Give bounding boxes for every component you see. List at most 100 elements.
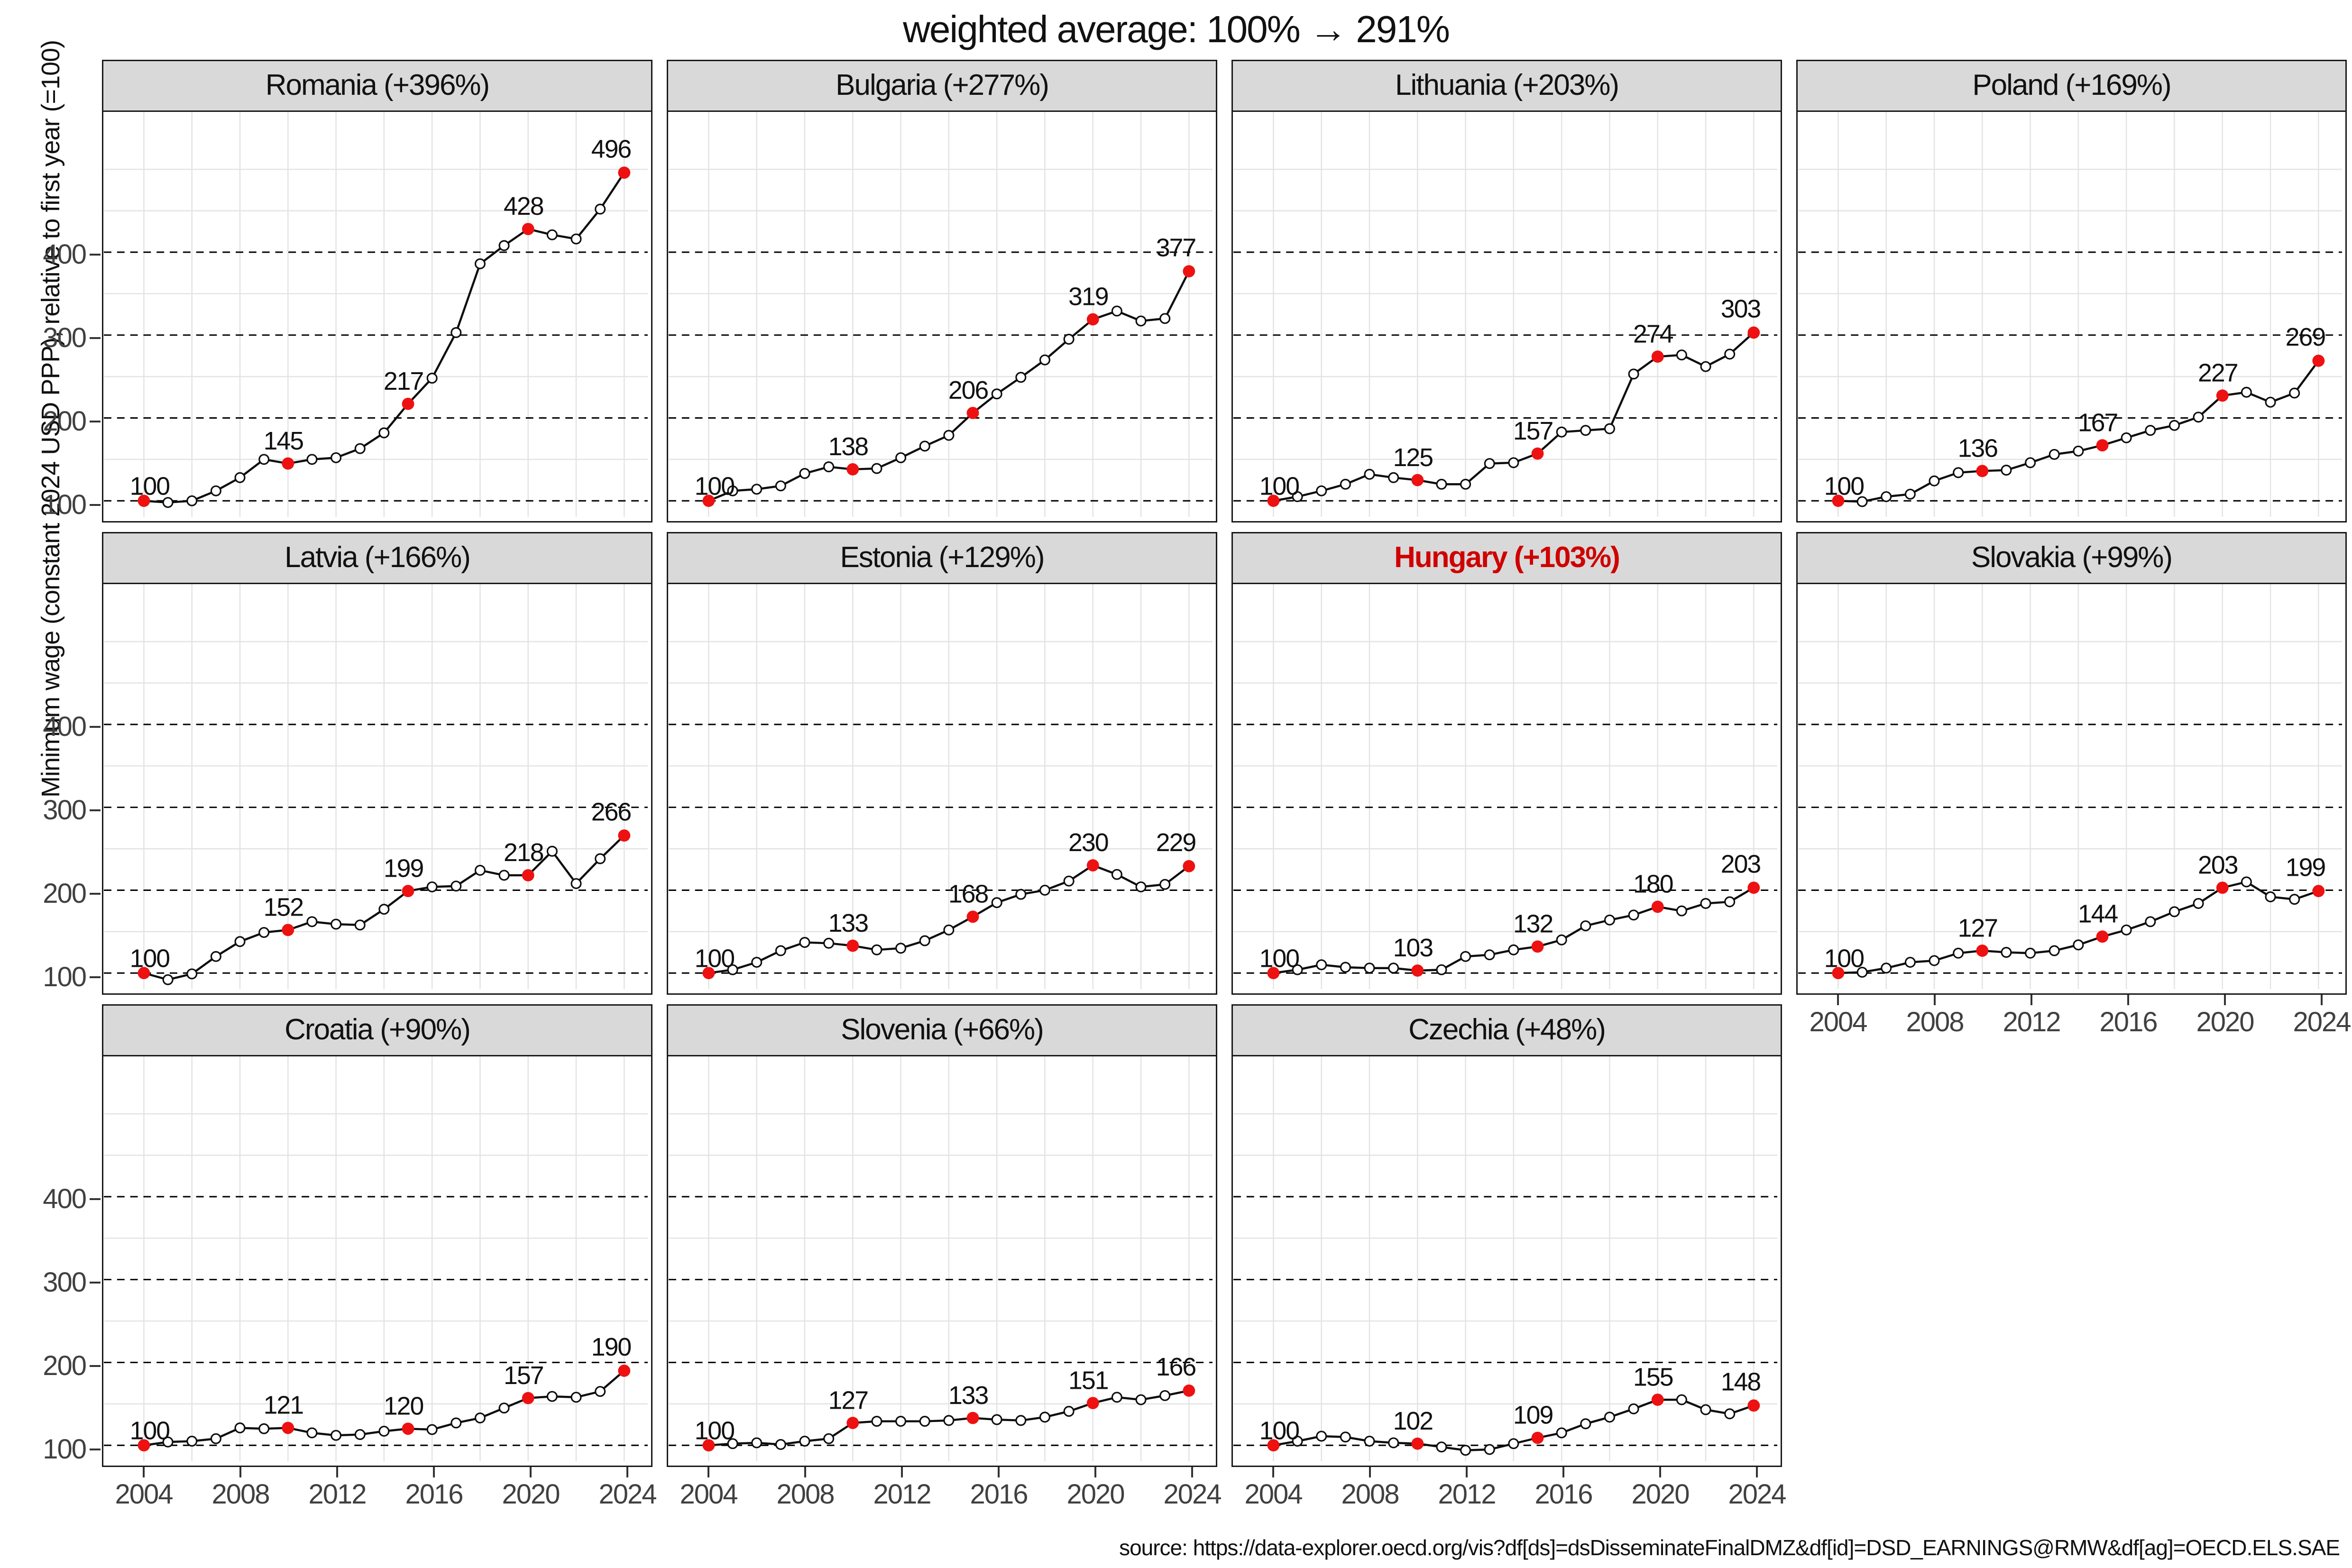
panel-poland: Poland (+169%) 100 136 167 227 269 <box>1796 60 2347 523</box>
point-label: 125 <box>1393 443 1433 472</box>
data-point <box>823 1433 835 1444</box>
point-label: 157 <box>1513 417 1553 445</box>
data-point <box>546 229 558 240</box>
highlight-point <box>1832 495 1845 507</box>
data-point <box>919 440 930 452</box>
x-tick-mark <box>1191 1467 1193 1477</box>
line-chart: 100 145 217 428 496 <box>104 112 648 517</box>
data-point <box>895 452 907 463</box>
point-label: 102 <box>1393 1407 1433 1435</box>
x-tick-label: 2024 <box>2293 1007 2351 1037</box>
point-label: 266 <box>591 798 631 826</box>
data-point <box>2121 432 2132 443</box>
point-label: 428 <box>504 192 543 220</box>
x-tick-mark <box>804 1467 806 1477</box>
gridlines <box>104 584 648 989</box>
point-label: 203 <box>2198 851 2238 879</box>
highlight-point <box>1651 1394 1664 1406</box>
data-point <box>2073 445 2084 457</box>
panel-plot: 100 127 144 203 199 <box>1796 584 2347 995</box>
data-point <box>823 937 835 949</box>
data-point <box>1508 1438 1519 1449</box>
data-point <box>234 936 246 947</box>
highlight-point <box>1747 326 1760 339</box>
panels-grid: Romania (+396%) 100 200 300 400 100 145 217 428 4… <box>43 60 2352 1510</box>
point-label: 103 <box>1393 934 1433 962</box>
data-point <box>1340 478 1351 490</box>
y-tick-mark <box>90 337 101 339</box>
data-point <box>2025 947 2036 959</box>
data-point <box>1364 468 1375 480</box>
data-point <box>775 480 786 492</box>
data-point <box>1700 898 1711 909</box>
data-point <box>2193 412 2204 423</box>
data-point <box>306 1427 318 1439</box>
point-label: 144 <box>2078 900 2118 928</box>
data-point <box>775 945 786 956</box>
y-tick-mark <box>90 1449 101 1450</box>
gridlines <box>669 1056 1213 1461</box>
chart-title: weighted average: 100% → 291% <box>903 8 1450 50</box>
data-point <box>450 880 462 892</box>
highlight-point <box>966 407 979 419</box>
data-point <box>1580 1418 1591 1430</box>
data-point <box>1436 478 1447 490</box>
panel-czechia: Czechia (+48%) 100 102 109 155 148 2004 2008 201… <box>1231 1004 1787 1510</box>
panel-title: Slovakia (+99%) <box>1796 532 2347 584</box>
x-tick-mark <box>1562 1467 1564 1477</box>
data-point <box>895 943 907 954</box>
source-note: source: https://data-explorer.oecd.org/v… <box>1119 1535 2340 1560</box>
panel-plot: 100 136 167 227 269 <box>1796 112 2347 523</box>
data-points <box>702 265 1195 507</box>
panel-title: Poland (+169%) <box>1796 60 2347 112</box>
data-point <box>1556 426 1567 438</box>
point-label: 155 <box>1633 1363 1673 1391</box>
data-point <box>595 203 606 215</box>
data-point <box>162 1436 174 1448</box>
highlight-point <box>1183 860 1195 872</box>
y-tick-label: 100 <box>43 489 87 520</box>
y-tick-mark <box>90 421 101 422</box>
data-point <box>2025 457 2036 468</box>
point-label: 303 <box>1721 295 1761 323</box>
point-label: 100 <box>1259 944 1299 972</box>
data-point <box>751 956 763 968</box>
x-tick-mark <box>1272 1467 1274 1477</box>
data-point <box>1700 361 1711 372</box>
data-point <box>2241 876 2252 888</box>
data-point <box>871 1416 882 1427</box>
highlight-point <box>138 967 150 980</box>
data-point <box>186 495 198 506</box>
data-point <box>162 974 174 985</box>
data-point <box>1881 491 1892 503</box>
data-point <box>354 1429 366 1440</box>
point-label: 100 <box>1259 1416 1299 1445</box>
panel-plot: 100 103 132 180 203 <box>1231 584 1782 995</box>
point-labels: 100 152 199 218 266 <box>130 798 632 972</box>
x-tick-mark <box>1659 1467 1661 1477</box>
point-label: 151 <box>1068 1366 1108 1394</box>
data-point <box>426 373 438 384</box>
x-axis: 2004 2008 2012 2016 2020 2024 <box>1231 1467 1787 1510</box>
y-tick-label: 100 <box>43 962 87 992</box>
data-point <box>1700 1404 1711 1415</box>
data-point <box>1484 949 1495 961</box>
data-point <box>1929 475 1940 486</box>
point-label: 100 <box>695 944 735 972</box>
data-point <box>799 1435 810 1447</box>
data-point <box>1364 1435 1375 1447</box>
data-point <box>1388 1437 1399 1449</box>
highlight-point <box>1267 495 1280 507</box>
highlight-point <box>2216 389 2229 402</box>
data-point <box>2265 891 2276 902</box>
panel-plot: 100 127 133 151 166 <box>667 1056 1217 1467</box>
panel-plot: 100 138 206 319 377 <box>667 112 1217 523</box>
panel-title: Czechia (+48%) <box>1231 1004 1782 1056</box>
x-tick-label: 2004 <box>1244 1479 1303 1510</box>
y-tick-label: 400 <box>43 711 87 742</box>
highlight-point <box>966 1412 979 1424</box>
highlight-point <box>138 495 150 507</box>
data-points <box>1832 876 2325 980</box>
gridlines <box>1233 584 1777 989</box>
point-labels: 100 136 167 227 269 <box>1824 323 2326 500</box>
